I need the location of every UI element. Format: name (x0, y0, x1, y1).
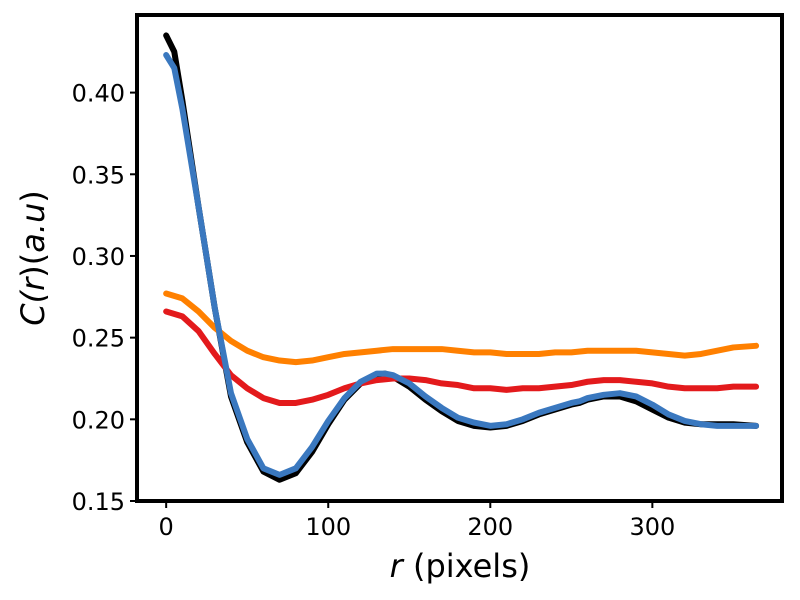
y-tick-label: 0.25 (72, 325, 125, 353)
series-line-3 (163, 52, 760, 478)
y-tick-label: 0.15 (72, 488, 125, 516)
series-line-2 (163, 308, 760, 406)
plot-frame (135, 13, 784, 503)
x-tick-label: 100 (305, 513, 351, 541)
x-axis-label: r (pixels) (390, 547, 531, 585)
x-axis-unit: (pixels) (403, 547, 531, 585)
y-tick-label: 0.20 (72, 406, 125, 434)
y-label-part-1: r (14, 276, 52, 291)
y-label-part-2: )( (14, 253, 52, 278)
y-tick-label: 0.35 (72, 161, 125, 189)
y-label-part-0: C( (14, 289, 52, 325)
x-tick-label: 200 (467, 513, 513, 541)
series-layer (163, 32, 760, 483)
y-label-part-3: a.u (14, 203, 52, 253)
x-tick-label: 300 (629, 513, 675, 541)
x-axis-variable: r (390, 547, 405, 585)
tick-layer: 0 100 200 300 0.15 0.20 0.25 0.30 0.35 0.40 (72, 80, 676, 541)
y-label-part-4: ) (14, 190, 52, 202)
series-line-1 (163, 290, 760, 366)
y-axis-label: C(r)(a.u) (14, 190, 52, 326)
y-tick-label: 0.30 (72, 243, 125, 271)
x-tick-label: 0 (159, 513, 174, 541)
y-tick-label: 0.40 (72, 80, 125, 108)
